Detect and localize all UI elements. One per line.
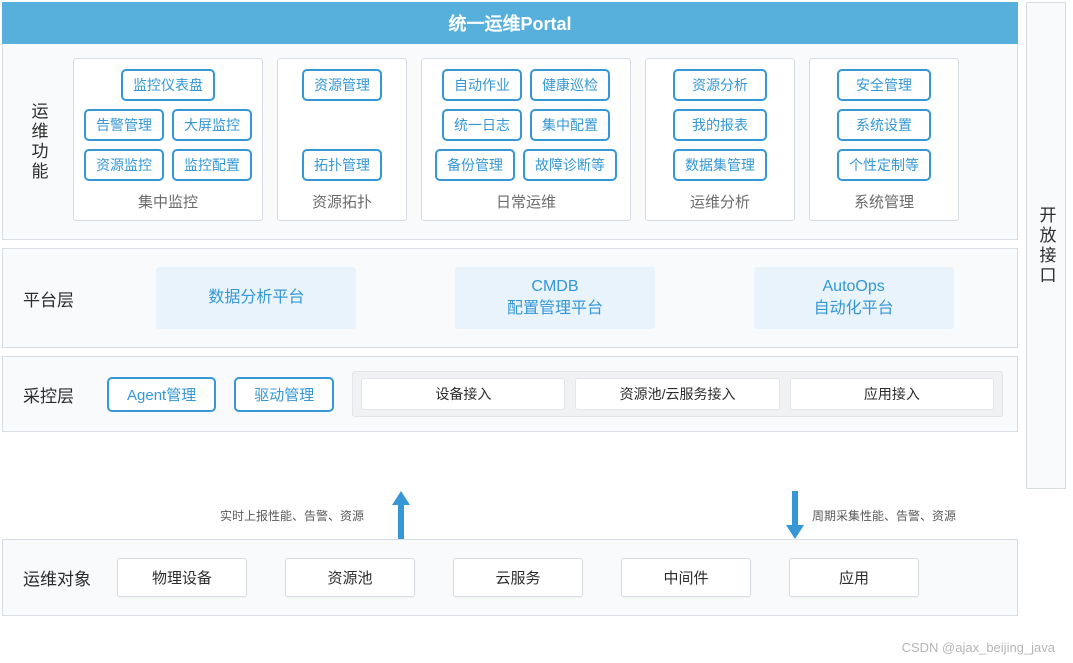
group-caption-topo: 资源拓扑 (312, 191, 372, 212)
tag-dashboard: 监控仪表盘 (121, 69, 215, 101)
tag-alarm: 告警管理 (84, 109, 164, 141)
tag-security: 安全管理 (837, 69, 931, 101)
arrow-left-label: 实时上报性能、告警、资源 (220, 507, 364, 524)
tag-res-analysis: 资源分析 (673, 69, 767, 101)
plat-cmdb: CMDB 配置管理平台 (455, 267, 655, 329)
tag-backup: 备份管理 (435, 149, 515, 181)
chip-agent: Agent管理 (107, 377, 216, 412)
obj-middleware: 中间件 (621, 558, 751, 597)
group-caption-analysis: 运维分析 (690, 191, 750, 212)
group-analysis: 资源分析 我的报表 数据集管理 运维分析 (645, 58, 795, 221)
platform-section: 平台层 数据分析平台 CMDB 配置管理平台 AutoOps 自动化平台 (2, 248, 1018, 348)
ops-side-label: 运维功能 (3, 44, 73, 239)
arrow-up-stem (398, 503, 404, 539)
arrow-down-icon (786, 525, 804, 539)
obj-cloud: 云服务 (453, 558, 583, 597)
obj-pool: 资源池 (285, 558, 415, 597)
tag-log: 统一日志 (442, 109, 522, 141)
obj-physical: 物理设备 (117, 558, 247, 597)
ops-function-section: 统一运维Portal 运维功能 监控仪表盘 告警管理 大屏监控 资源监控 监控配… (2, 2, 1018, 240)
open-api-label: 开放接口 (1034, 206, 1059, 286)
tag-config: 集中配置 (530, 109, 610, 141)
chip-device-access: 设备接入 (361, 378, 565, 410)
tag-mon-config: 监控配置 (172, 149, 252, 181)
tag-health: 健康巡检 (530, 69, 610, 101)
chip-app-access: 应用接入 (790, 378, 994, 410)
tag-res-manage: 资源管理 (302, 69, 382, 101)
group-caption-monitor: 集中监控 (138, 191, 198, 212)
tag-topo-manage: 拓扑管理 (302, 149, 382, 181)
objects-label: 运维对象 (17, 565, 107, 590)
open-api-panel: 开放接口 (1026, 2, 1066, 489)
tag-dataset: 数据集管理 (673, 149, 767, 181)
group-caption-daily: 日常运维 (496, 191, 556, 212)
access-group: 设备接入 资源池/云服务接入 应用接入 (352, 371, 1003, 417)
tag-res-monitor: 资源监控 (84, 149, 164, 181)
arrow-down-stem (792, 491, 798, 525)
chip-pool-access: 资源池/云服务接入 (575, 378, 779, 410)
objects-section: 运维对象 物理设备 资源池 云服务 中间件 应用 (2, 539, 1018, 616)
collect-section: 采控层 Agent管理 驱动管理 设备接入 资源池/云服务接入 应用接入 (2, 356, 1018, 432)
arrow-right-label: 周期采集性能、告警、资源 (812, 507, 956, 524)
tag-my-report: 我的报表 (673, 109, 767, 141)
watermark: CSDN @ajax_beijing_java (902, 640, 1055, 655)
platform-label: 平台层 (17, 286, 107, 311)
tag-custom: 个性定制等 (837, 149, 931, 181)
arrows-row: 实时上报性能、告警、资源 周期采集性能、告警、资源 (2, 489, 1071, 539)
tag-auto-job: 自动作业 (442, 69, 522, 101)
tag-bigscreen: 大屏监控 (172, 109, 252, 141)
group-monitor: 监控仪表盘 告警管理 大屏监控 资源监控 监控配置 集中监控 (73, 58, 263, 221)
group-caption-sysmgmt: 系统管理 (854, 191, 914, 212)
group-topo: 资源管理 拓扑管理 资源拓扑 (277, 58, 407, 221)
obj-app: 应用 (789, 558, 919, 597)
chip-driver: 驱动管理 (234, 377, 334, 412)
group-sysmgmt: 安全管理 系统设置 个性定制等 系统管理 (809, 58, 959, 221)
tag-settings: 系统设置 (837, 109, 931, 141)
group-daily: 自动作业 健康巡检 统一日志 集中配置 备份管理 故障诊断等 日常运维 (421, 58, 631, 221)
plat-data-analysis: 数据分析平台 (156, 267, 356, 329)
collect-label: 采控层 (17, 382, 107, 407)
tag-fault: 故障诊断等 (523, 149, 617, 181)
plat-autoops: AutoOps 自动化平台 (754, 267, 954, 329)
portal-header: 统一运维Portal (2, 2, 1018, 44)
